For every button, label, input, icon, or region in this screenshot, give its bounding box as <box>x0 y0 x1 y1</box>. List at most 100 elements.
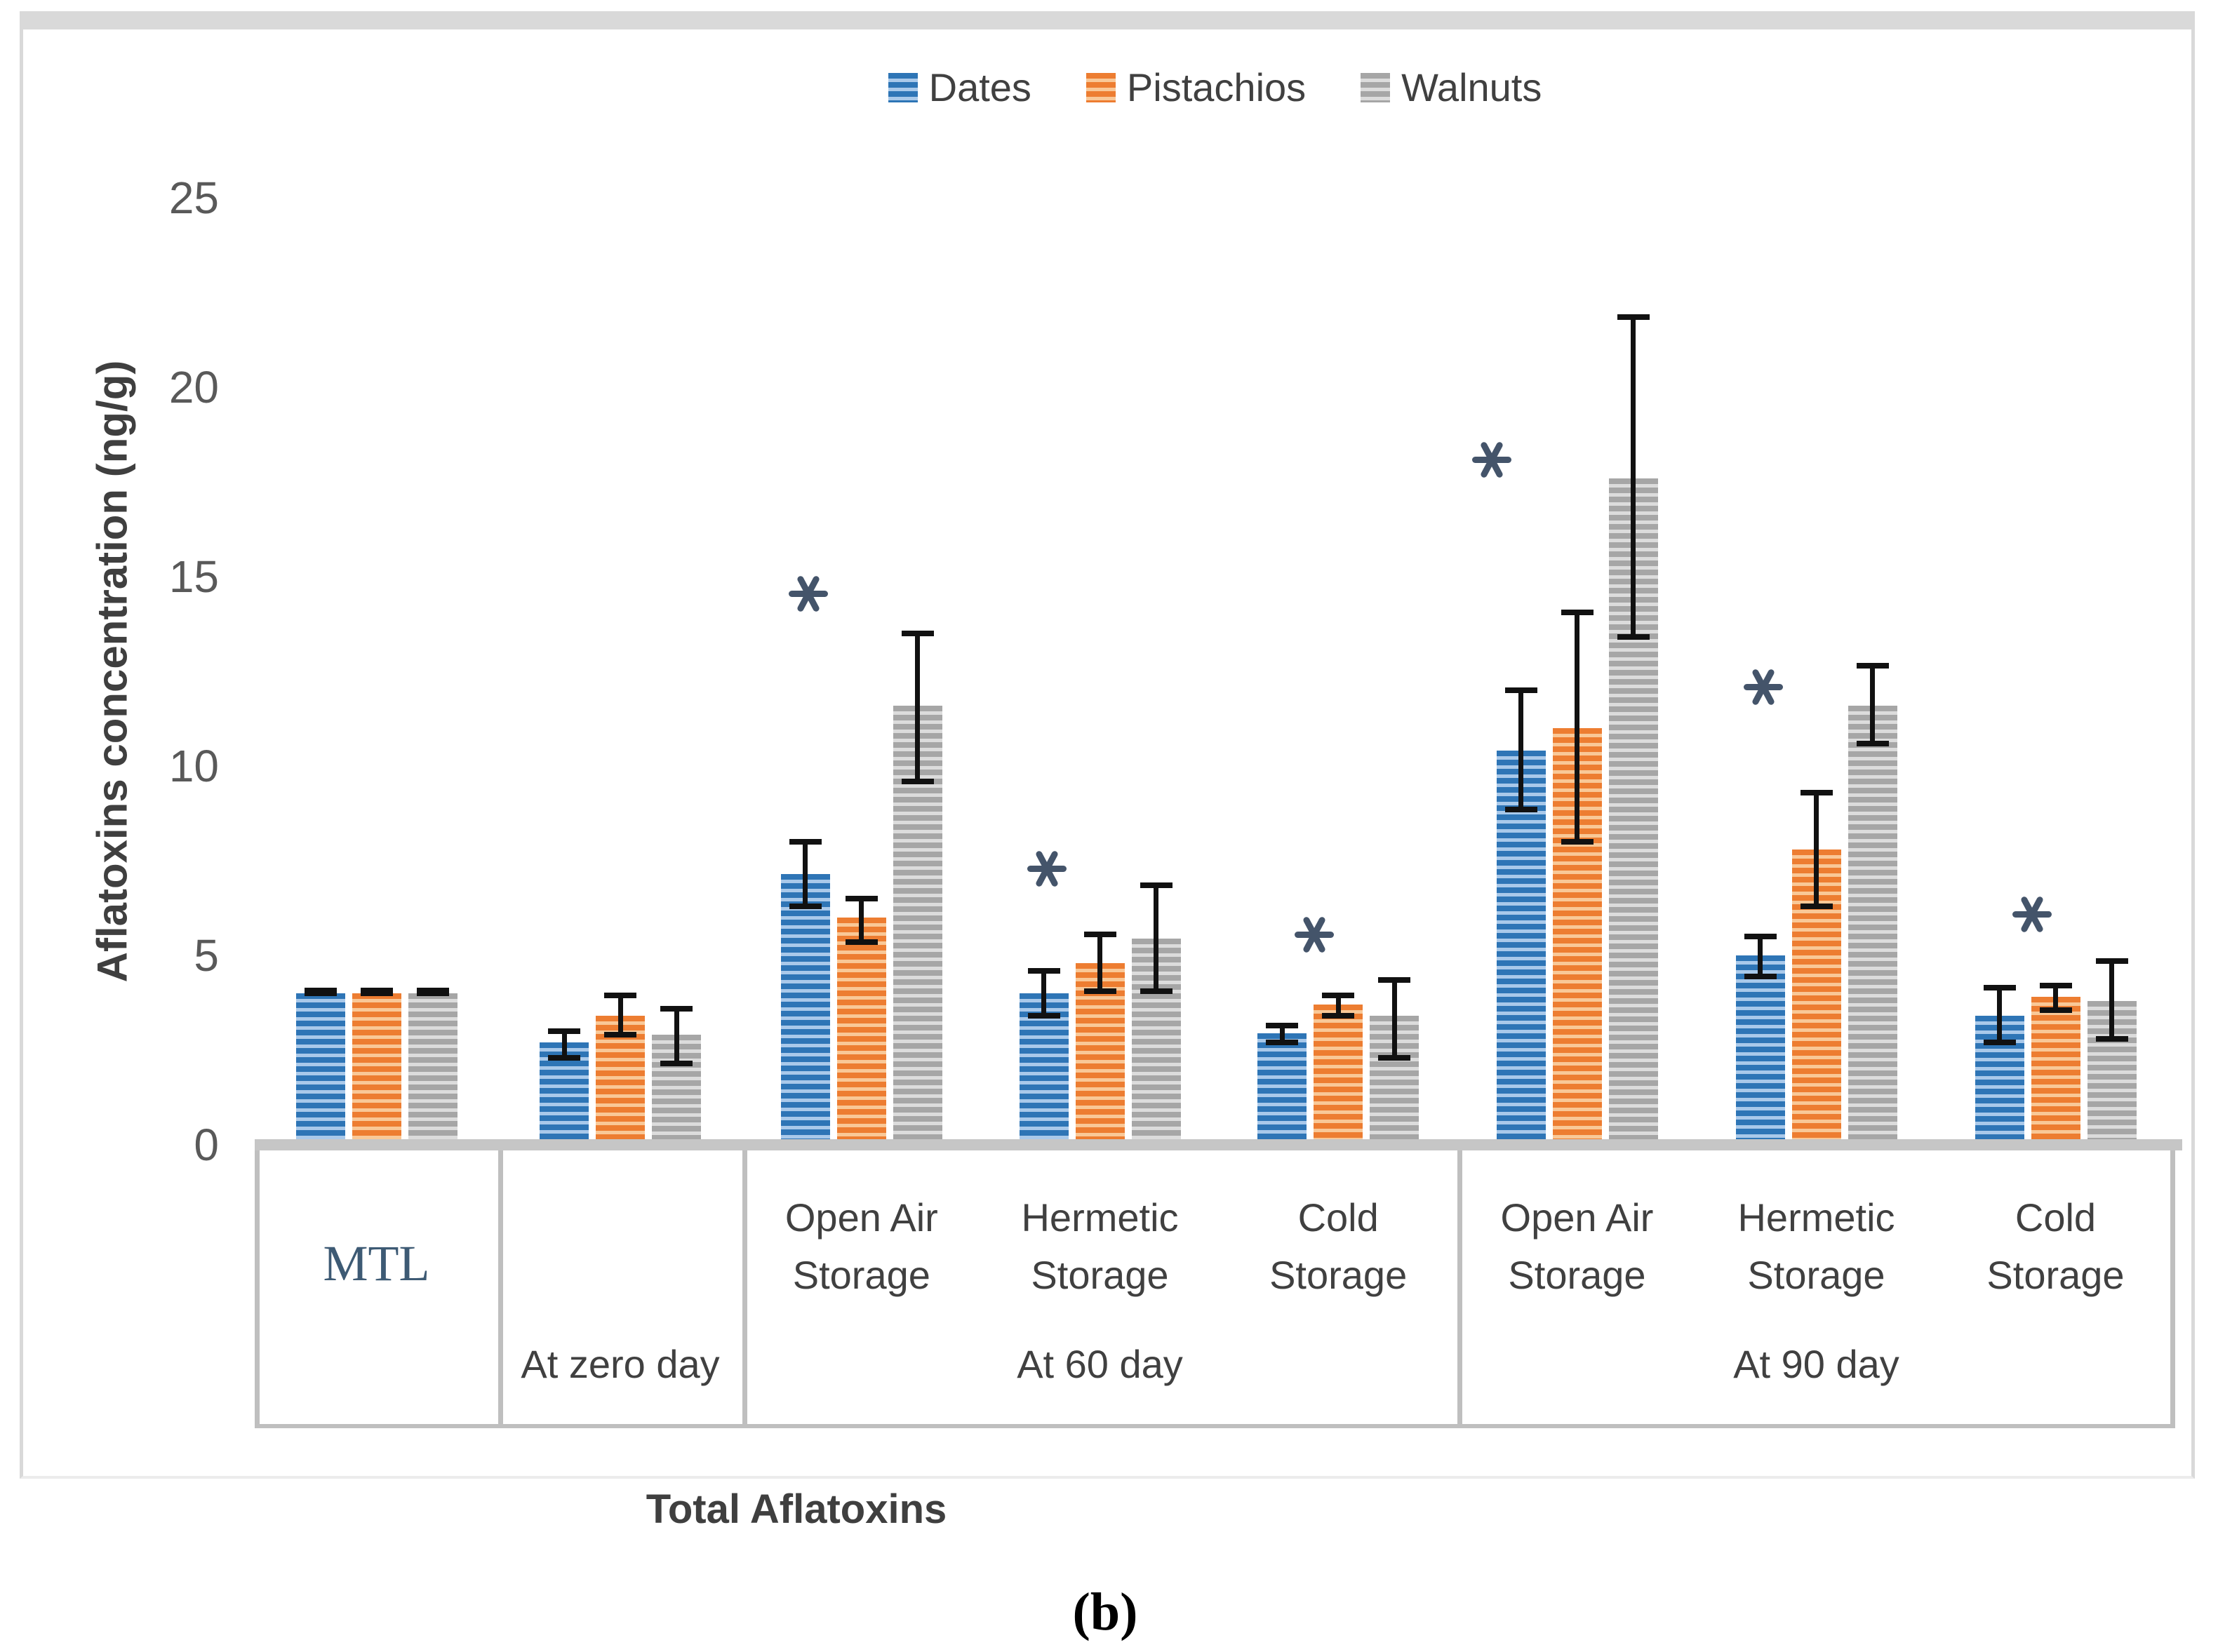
error-cap-bottom <box>604 1032 636 1038</box>
significance-star-group8 <box>2012 894 2052 934</box>
error-bar-walnuts-group6 <box>1631 317 1636 638</box>
error-bar-dates-group7 <box>1758 936 1763 976</box>
bar-dates-group3 <box>780 873 830 1145</box>
error-cap-bottom <box>2039 1007 2072 1014</box>
error-cap-top <box>304 987 337 993</box>
error-bar-dates-group3 <box>803 842 808 906</box>
error-cap-top <box>1140 882 1173 889</box>
error-bar-pistachios-group7 <box>1814 792 1819 906</box>
table-divider-3 <box>1457 1150 1462 1428</box>
storage-condition-label: Cold Storage <box>1269 1195 1408 1297</box>
error-cap-bottom <box>845 939 878 946</box>
significance-star-group7 <box>1743 667 1783 706</box>
y-tick-label-10: 10 <box>168 741 219 791</box>
error-bar-walnuts-group5 <box>1391 980 1397 1058</box>
storage-condition-label: Open Air Storage <box>1500 1195 1654 1297</box>
error-cap-top <box>2095 958 2128 965</box>
error-cap-bottom <box>1856 740 1889 746</box>
legend-label: Walnuts <box>1401 65 1542 109</box>
storage-condition-label: Open Air Storage <box>784 1195 938 1297</box>
error-cap-bottom <box>1266 1040 1299 1046</box>
y-tick-label-20: 20 <box>168 362 219 412</box>
y-axis-title: Aflatoxins concentration (ng/g) <box>88 360 136 983</box>
table-divider-1 <box>498 1150 503 1428</box>
error-cap-bottom <box>660 1060 693 1066</box>
error-bar-dates-group5 <box>1279 1025 1285 1043</box>
period-label-at-90-day: At 90 day <box>1733 1342 1899 1386</box>
error-bar-walnuts-group4 <box>1154 885 1158 992</box>
error-cap-top <box>1266 1022 1299 1028</box>
table-divider-2 <box>742 1150 747 1428</box>
figure-border-frame <box>20 11 2195 1479</box>
error-cap-bottom <box>1322 1013 1355 1019</box>
mtl-label: MTL <box>323 1235 430 1291</box>
error-cap-bottom <box>1504 807 1537 813</box>
error-cap-bottom <box>1617 634 1650 640</box>
table-bottom-border <box>255 1424 2175 1428</box>
error-cap-bottom <box>304 990 337 996</box>
legend-swatch-pistachios <box>1085 72 1116 102</box>
error-cap-top <box>789 839 822 845</box>
error-cap-bottom <box>2095 1035 2128 1042</box>
table-divider-0 <box>255 1150 260 1428</box>
y-tick-label-0: 0 <box>194 1120 219 1170</box>
error-cap-top <box>1378 977 1411 983</box>
bar-pistachios-group3 <box>836 918 886 1145</box>
legend-label: Pistachios <box>1126 65 1307 109</box>
significance-star-group4 <box>1027 849 1067 888</box>
y-tick-label-5: 5 <box>194 930 219 981</box>
error-cap-bottom <box>1561 839 1594 845</box>
error-cap-top <box>548 1028 580 1034</box>
legend-swatch-dates <box>888 72 918 102</box>
error-cap-top <box>604 992 636 998</box>
y-tick-label-25: 25 <box>168 173 219 223</box>
error-cap-bottom <box>1083 988 1116 995</box>
legend-label: Dates <box>928 65 1031 109</box>
x-axis-line <box>255 1139 2182 1150</box>
bar-pistachios-group8 <box>2031 997 2080 1145</box>
error-cap-top <box>1983 984 2016 990</box>
error-cap-top <box>1027 967 1060 974</box>
error-cap-top <box>1617 314 1650 321</box>
storage-condition-label: Hermetic Storage <box>1021 1195 1179 1297</box>
error-cap-top <box>1322 992 1355 998</box>
error-cap-top <box>1504 687 1537 693</box>
error-cap-top <box>1083 932 1116 938</box>
legend-item-dates: Dates <box>888 65 1031 110</box>
error-cap-bottom <box>548 1054 580 1061</box>
bar-dates-group5 <box>1257 1033 1307 1145</box>
error-bar-pistachios-group5 <box>1335 995 1341 1016</box>
bar-dates-group1 <box>295 993 345 1145</box>
error-bar-dates-group4 <box>1041 970 1046 1016</box>
error-cap-bottom <box>1744 973 1777 979</box>
period-label-at-60-day: At 60 day <box>1017 1342 1183 1386</box>
bar-pistachios-group5 <box>1314 1005 1363 1145</box>
error-bar-pistachios-group8 <box>2053 986 2058 1011</box>
plot-area <box>255 198 2175 1145</box>
error-cap-bottom <box>360 990 393 996</box>
error-bar-dates-group2 <box>561 1031 567 1058</box>
bar-pistachios-group1 <box>352 993 401 1145</box>
error-bar-dates-group8 <box>1997 987 2002 1043</box>
significance-star-group3 <box>788 574 828 613</box>
error-bar-walnuts-group3 <box>915 633 921 781</box>
storage-condition-label: Cold Storage <box>1986 1195 2125 1297</box>
error-cap-bottom <box>416 990 449 996</box>
error-cap-top <box>901 631 934 636</box>
period-label-at-zero-day: At zero day <box>521 1342 720 1386</box>
error-cap-bottom <box>1378 1054 1411 1061</box>
error-cap-top <box>2039 983 2072 989</box>
error-cap-top <box>845 896 878 901</box>
legend-swatch-walnuts <box>1361 72 1391 102</box>
error-cap-top <box>1744 934 1777 939</box>
error-bar-walnuts-group8 <box>2109 961 2114 1039</box>
error-bar-pistachios-group6 <box>1575 612 1579 842</box>
legend: Dates Pistachios Walnuts <box>255 65 2175 110</box>
error-bar-walnuts-group2 <box>674 1008 679 1063</box>
storage-condition-label: Hermetic Storage <box>1737 1195 1895 1297</box>
bar-walnuts-group7 <box>1848 705 1897 1145</box>
error-cap-top <box>1856 662 1889 669</box>
error-cap-top <box>416 987 449 993</box>
significance-star-group5 <box>1295 915 1335 954</box>
